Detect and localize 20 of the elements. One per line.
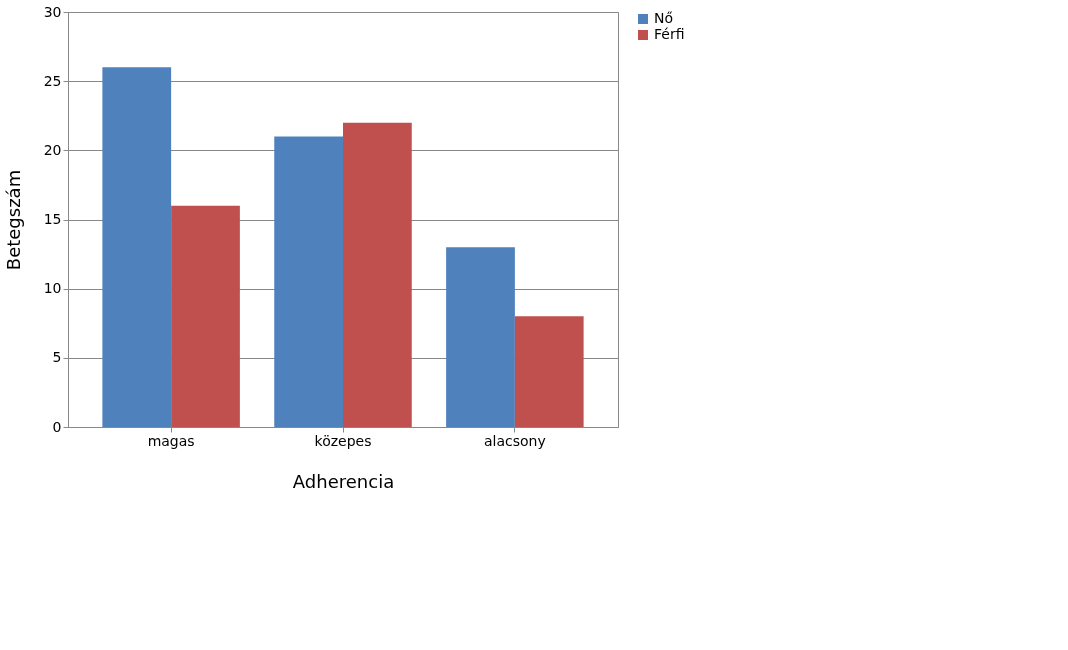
y-tick-label: 0	[52, 418, 62, 435]
bar	[102, 67, 172, 427]
x-axis-title: Adherencia	[292, 470, 395, 492]
y-tick-label: 10	[43, 280, 62, 297]
bar	[171, 205, 240, 427]
y-tick-label: 20	[43, 141, 62, 158]
y-axis-title: Betegszám	[2, 169, 24, 271]
x-tick-label: közepes	[314, 432, 372, 449]
bar	[514, 316, 584, 427]
y-tick-label: 15	[43, 211, 62, 227]
x-tick-label: magas	[147, 432, 195, 449]
y-tick-label: 5	[52, 349, 62, 366]
bar	[446, 247, 515, 427]
y-tick-label: 25	[43, 72, 62, 89]
legend-label: Nő	[654, 10, 674, 26]
legend-label: Férfi	[654, 26, 685, 42]
x-tick-label: alacsony	[483, 432, 546, 449]
bar	[343, 122, 412, 427]
y-tick-label: 30	[43, 3, 62, 20]
bar	[274, 136, 343, 427]
